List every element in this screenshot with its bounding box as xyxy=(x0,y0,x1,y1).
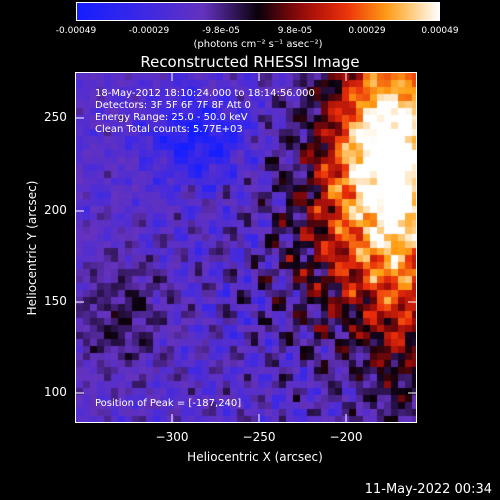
rhessi-image xyxy=(76,73,416,422)
colorbar-tick: 0.00049 xyxy=(421,26,459,36)
y-tick-label: 100 xyxy=(44,385,67,399)
footer-date: 11-May-2022 00:34 xyxy=(364,482,492,497)
plot-frame xyxy=(75,72,417,423)
plot-title: Reconstructed RHESSI Image xyxy=(140,53,360,71)
info-clean-counts: Clean Total counts: 5.77E+03 xyxy=(95,124,243,135)
x-tick-label: −300 xyxy=(155,430,189,444)
y-tick-label: 200 xyxy=(44,203,67,217)
y-tick-label: 250 xyxy=(44,110,67,124)
info-energy-range: Energy Range: 25.0 - 50.0 keV xyxy=(95,112,248,123)
y-axis-label: Heliocentric Y (arcsec) xyxy=(25,180,39,316)
x-tick-label: −250 xyxy=(242,430,276,444)
x-tick-label: −200 xyxy=(329,430,363,444)
peak-position-label: Position of Peak = [-187,240] xyxy=(95,398,242,409)
colorbar-tick: 0.00029 xyxy=(348,26,386,36)
colorbar-tick: -0.00049 xyxy=(55,26,97,36)
colorbar-tick: -0.00029 xyxy=(128,26,170,36)
colorbar-tick: -9.8e-05 xyxy=(202,26,240,36)
x-axis-label: Heliocentric X (arcsec) xyxy=(187,450,323,464)
info-time-range: 18-May-2012 18:10:24.000 to 18:14:56.000 xyxy=(95,88,315,99)
colorbar-unit: (photons cm⁻² s⁻¹ asec⁻²) xyxy=(193,39,323,50)
colorbar-tick: 9.8e-05 xyxy=(277,26,313,36)
y-tick-label: 150 xyxy=(44,294,67,308)
info-detectors: Detectors: 3F 5F 6F 7F 8F Att 0 xyxy=(95,100,251,111)
colorbar xyxy=(76,2,440,21)
